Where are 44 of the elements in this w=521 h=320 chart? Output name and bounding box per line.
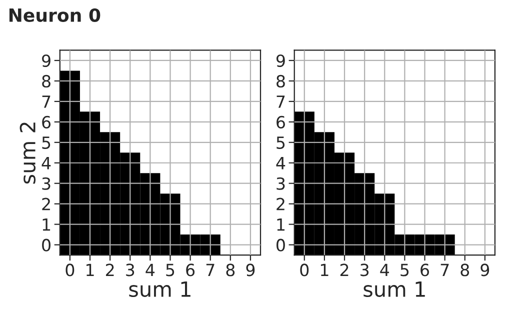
y-tick-label: 4 [42,157,51,170]
x-tick-label: 5 [166,264,174,276]
y-tick-label: 3 [42,177,50,190]
x-tick-label: 8 [226,264,235,276]
x-tick-label: 6 [186,264,195,276]
y-tick-label: 3 [276,177,285,190]
chart-title: Neuron 0 [9,8,100,22]
x-tick-label: 5 [400,264,409,276]
y-tick-label: 4 [276,157,286,170]
x-tick-label: 1 [320,264,328,276]
x-tick-label: 3 [360,264,369,276]
x-axis-title: sum 1 [364,282,425,298]
y-tick-label: 1 [277,218,284,231]
y-tick-label: 9 [42,54,50,68]
x-tick-label: 7 [206,264,214,276]
y-tick-label: 7 [276,96,285,108]
x-tick-label: 6 [420,264,429,276]
x-tick-label: 3 [126,264,134,276]
y-axis-title: sum 2 [20,122,36,184]
x-tick-label: 4 [380,264,389,276]
y-tick-label: 0 [42,238,50,252]
y-tick-label: 6 [276,116,285,128]
x-tick-label: 2 [106,264,114,276]
y-tick-label: 2 [42,198,50,210]
y-tick-label: 9 [276,54,285,68]
y-tick-label: 5 [276,136,285,149]
x-tick-label: 7 [440,264,449,276]
x-tick-label: 8 [460,264,470,276]
x-tick-label: 9 [480,264,490,276]
x-tick-label: 9 [246,264,255,276]
y-tick-label: 6 [42,116,51,128]
y-tick-label: 2 [276,198,284,210]
y-tick-label: 7 [42,96,50,108]
x-tick-label: 1 [86,264,94,276]
x-tick-label: 4 [146,264,155,276]
x-axis-title: sum 1 [129,282,190,298]
y-tick-label: 8 [42,74,50,88]
y-tick-label: 5 [42,136,50,149]
y-tick-label: 8 [276,74,285,88]
x-tick-label: 0 [66,264,74,276]
y-tick-label: 1 [42,218,50,231]
x-tick-label: 2 [340,264,348,276]
x-tick-label: 0 [300,264,309,276]
y-tick-label: 0 [276,238,285,252]
